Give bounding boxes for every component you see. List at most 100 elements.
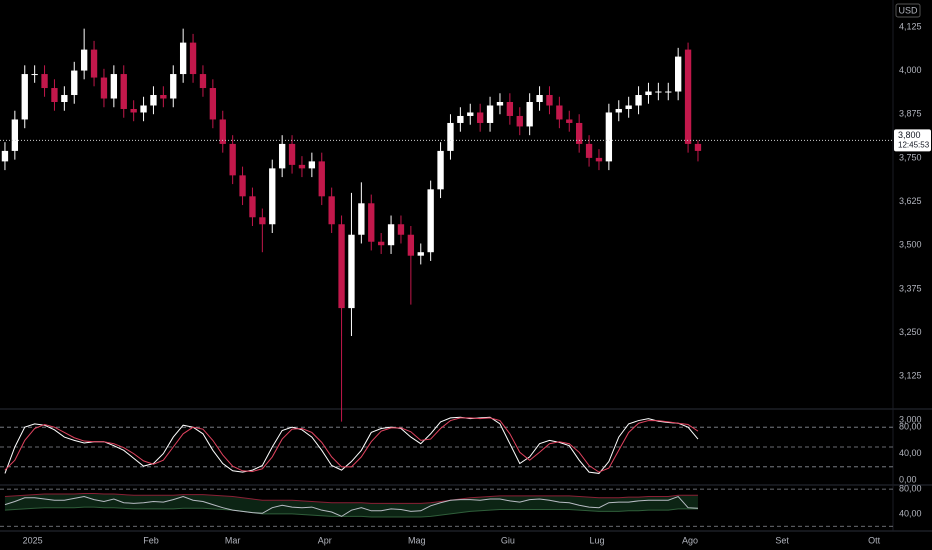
- candle-body: [150, 95, 157, 106]
- candle-body: [665, 91, 672, 93]
- candle-body: [328, 196, 335, 225]
- candle-body: [526, 102, 533, 127]
- candle-body: [269, 168, 276, 225]
- last-price-label: 3,800: [898, 130, 921, 140]
- candle-body: [684, 49, 692, 144]
- candle-body: [278, 143, 286, 169]
- candle-body: [615, 108, 622, 113]
- candle-body: [387, 224, 395, 246]
- candle-body: [51, 88, 58, 102]
- candle-body: [140, 105, 147, 113]
- candle-body: [308, 161, 316, 169]
- candle-body: [130, 108, 137, 113]
- candle-body: [219, 119, 226, 144]
- candle-body: [160, 95, 167, 99]
- candle-body: [358, 203, 365, 235]
- candle-body: [199, 74, 207, 89]
- candle-body: [556, 105, 563, 120]
- last-price-box: [894, 129, 931, 152]
- x-tick-label: Lug: [589, 535, 604, 545]
- band-fill: [4, 493, 698, 517]
- y-tick-label: 40,00: [899, 448, 922, 458]
- x-tick-label: Mag: [408, 535, 426, 545]
- candle-body: [397, 224, 405, 235]
- candle-body: [536, 95, 543, 102]
- candle-body: [625, 105, 632, 109]
- candle-body: [546, 95, 553, 106]
- candle-body: [407, 234, 415, 256]
- candle-body: [31, 74, 38, 76]
- x-tick-label: Feb: [143, 535, 159, 545]
- candle-body: [338, 224, 345, 309]
- candle-body: [595, 157, 603, 162]
- oscillator-line: [4, 417, 699, 473]
- candle-body: [585, 143, 593, 158]
- x-tick-label: 2025: [23, 535, 43, 545]
- candle-body: [496, 102, 504, 106]
- candle-body: [179, 42, 187, 75]
- candle-body: [288, 143, 296, 165]
- band-line: [4, 506, 698, 518]
- candle-body: [120, 74, 127, 109]
- candle-body: [80, 49, 88, 71]
- x-tick-label: Ott: [868, 535, 881, 545]
- y-tick-label: 0,00: [899, 474, 917, 484]
- y-tick-label: 3,625: [899, 196, 922, 206]
- y-tick-label: 3,875: [899, 109, 922, 119]
- y-tick-label: 80,00: [899, 422, 922, 432]
- band-line: [4, 492, 698, 504]
- x-tick-label: Ago: [682, 535, 698, 545]
- y-tick-label: 3,125: [899, 371, 922, 381]
- candle-body: [318, 161, 325, 197]
- candle-body: [90, 49, 98, 78]
- candle-body: [516, 115, 523, 127]
- candle-body: [259, 217, 266, 225]
- candle-body: [447, 122, 454, 151]
- x-tick-label: Apr: [318, 535, 332, 545]
- currency[interactable]: USD: [898, 5, 918, 15]
- y-tick-label: 3,000: [899, 414, 922, 424]
- y-tick-label: 3,375: [899, 283, 922, 293]
- candle-body: [61, 95, 68, 102]
- x-tick-label: Giu: [501, 535, 515, 545]
- oscillator-line: [4, 416, 699, 474]
- candle-body: [457, 115, 464, 123]
- candle-body: [655, 91, 662, 93]
- candle-body: [229, 143, 236, 176]
- candle-body: [467, 112, 474, 116]
- candle-body: [437, 150, 444, 190]
- candle-body: [41, 74, 48, 89]
- candle-body: [100, 77, 108, 99]
- candle-body: [170, 74, 177, 99]
- candle-body: [605, 112, 613, 162]
- candle-body: [348, 234, 355, 309]
- y-tick-label: 4,000: [899, 65, 922, 75]
- candle-body: [110, 74, 118, 99]
- candle-body: [11, 119, 19, 151]
- candle-body: [249, 196, 256, 218]
- candle-body: [239, 175, 246, 197]
- candle-body: [506, 102, 514, 116]
- countdown: 12:45:53: [898, 141, 930, 150]
- x-tick-label: Mar: [225, 535, 241, 545]
- candle-body: [566, 119, 573, 123]
- currency-box[interactable]: [895, 3, 921, 18]
- candle-body: [486, 105, 494, 123]
- oscillator-line: [4, 495, 699, 517]
- candle-body: [71, 70, 78, 96]
- x-tick-label: Set: [775, 535, 789, 545]
- candle-body: [694, 143, 702, 151]
- candle-body: [1, 150, 9, 162]
- candle-body: [298, 164, 306, 169]
- candle-body: [189, 42, 197, 75]
- y-tick-label: 3,750: [899, 152, 922, 162]
- candle-body: [674, 56, 682, 92]
- y-tick-label: 3,500: [899, 240, 922, 250]
- candle-body: [377, 241, 385, 246]
- candle-body: [368, 203, 375, 242]
- y-tick-label: 40,00: [899, 508, 922, 518]
- y-tick-label: 3,250: [899, 327, 922, 337]
- candle-body: [645, 91, 652, 96]
